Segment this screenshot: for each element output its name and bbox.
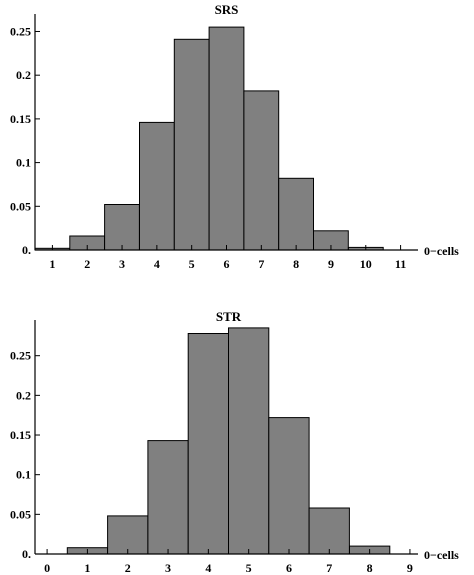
y-tick-label: 0.15 [10,428,31,442]
x-tick-label: 4 [154,257,160,271]
x-tick-label: 7 [326,561,332,575]
x-axis-label: 0−cells [424,244,459,258]
x-tick-label: 8 [367,561,373,575]
x-tick-label: 8 [293,257,299,271]
y-tick-label: 0.1 [16,468,31,482]
bar-srs-5 [173,38,210,251]
x-tick-label: 1 [49,257,55,271]
x-tick-label: 3 [119,257,125,271]
bar-str-3 [147,440,189,555]
bar-str-7 [308,507,350,555]
y-tick-label: 0. [22,243,31,257]
chart-title: SRS [215,2,239,17]
x-tick-label: 7 [258,257,264,271]
y-tick-label: 0.2 [16,68,31,82]
y-tick-label: 0.2 [16,388,31,402]
chart-title: STR [216,309,242,324]
y-tick-label: 0.05 [10,507,31,521]
bar-srs-8 [278,177,315,251]
y-tick-label: 0.25 [10,349,31,363]
x-tick-label: 6 [224,257,230,271]
y-tick-label: 0.15 [10,112,31,126]
y-tick-label: 0.1 [16,156,31,170]
bar-str-5 [228,327,270,555]
y-tick-label: 0.25 [10,24,31,38]
x-tick-label: 4 [205,561,211,575]
bar-srs-6 [208,26,245,251]
x-tick-label: 3 [165,561,171,575]
x-tick-label: 2 [84,257,90,271]
bar-str-2 [107,515,149,555]
x-tick-label: 11 [395,257,406,271]
x-tick-label: 10 [360,257,372,271]
x-tick-label: 6 [286,561,292,575]
y-tick-label: 0. [22,547,31,561]
bar-str-6 [268,417,310,555]
x-tick-label: 2 [125,561,131,575]
x-tick-label: 0 [44,561,50,575]
bar-str-4 [187,333,229,555]
x-tick-label: 9 [328,257,334,271]
y-tick-label: 0.05 [10,199,31,213]
bar-srs-7 [243,90,280,251]
x-tick-label: 1 [84,561,90,575]
x-tick-label: 5 [189,257,195,271]
x-axis-label: 0−cells [424,548,459,562]
x-tick-label: 5 [246,561,252,575]
bar-srs-4 [139,121,175,251]
x-tick-label: 9 [407,561,413,575]
bar-srs-3 [104,204,140,251]
